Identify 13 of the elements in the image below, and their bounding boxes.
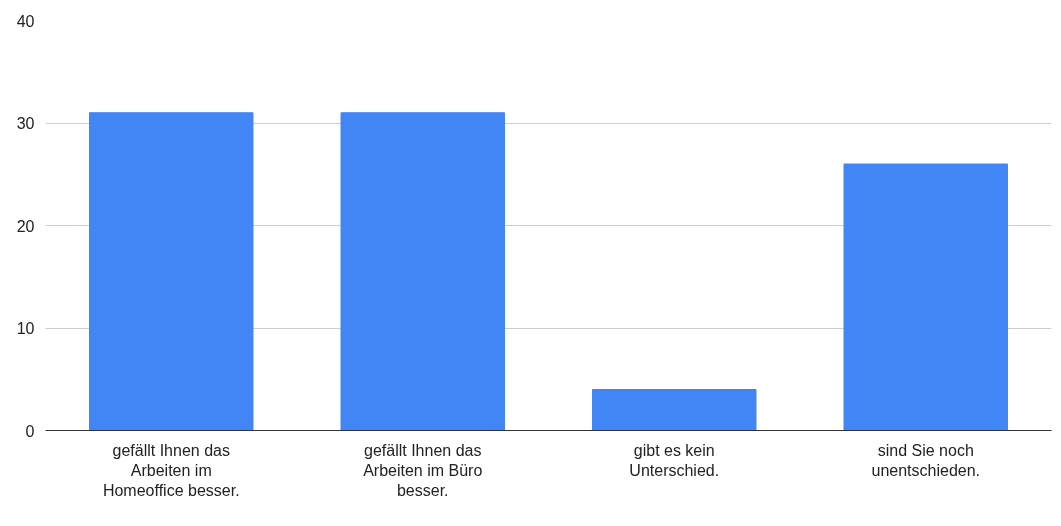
bar — [89, 112, 254, 431]
x-tick-label: sind Sie noch unentschieden. — [871, 441, 981, 479]
x-tick-label: gibt es kein Unterschied. — [629, 441, 720, 479]
y-tick-label: 0 — [25, 422, 35, 440]
x-tick-label: gefällt Ihnen das Arbeiten im Büro besser. — [363, 441, 483, 500]
bar — [843, 163, 1008, 431]
y-tick-label: 20 — [16, 217, 35, 235]
y-tick-label: 10 — [16, 320, 35, 337]
x-tick-label: gefällt Ihnen das Arbeiten im Homeoffice besser. — [102, 441, 240, 500]
bar — [592, 389, 757, 431]
y-tick-label: 40 — [16, 12, 35, 30]
bar — [340, 112, 505, 431]
y-tick-label: 30 — [16, 115, 35, 132]
